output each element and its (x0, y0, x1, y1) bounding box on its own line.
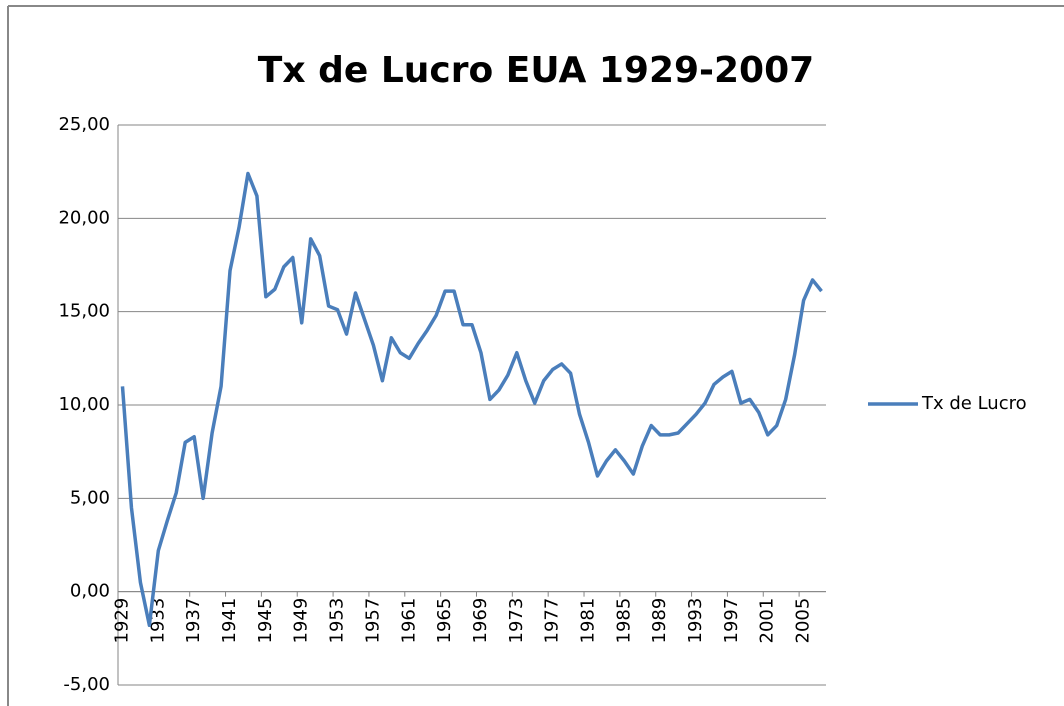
x-tick-label: 1973 (506, 598, 527, 644)
legend-label: Tx de Lucro (921, 393, 1027, 414)
chart-title: Tx de Lucro EUA 1929-2007 (258, 50, 814, 91)
x-tick-label: 1953 (327, 598, 348, 644)
x-tick-label: 1965 (434, 598, 455, 644)
x-tick-label: 2001 (757, 598, 778, 644)
x-tick-label: 1993 (685, 598, 706, 644)
x-tick-label: 1989 (649, 598, 670, 644)
x-tick-label: 1969 (470, 598, 491, 644)
x-tick-label: 1949 (291, 598, 312, 644)
x-tick-label: 1957 (362, 598, 383, 644)
x-tick-label: 1981 (578, 598, 599, 644)
y-tick-label: 0,00 (70, 581, 110, 602)
y-tick-label: -5,00 (63, 674, 110, 695)
x-tick-label: 1941 (219, 598, 240, 644)
x-tick-label: 1997 (721, 598, 742, 644)
y-tick-label: 15,00 (58, 301, 110, 322)
x-tick-label: 1961 (398, 598, 419, 644)
x-tick-label: 1929 (111, 598, 132, 644)
x-tick-label: 1937 (183, 598, 204, 644)
x-tick-label: 1977 (542, 598, 563, 644)
y-tick-label: 10,00 (58, 394, 110, 415)
y-tick-label: 5,00 (70, 487, 110, 508)
x-tick-label: 2005 (793, 598, 814, 644)
y-tick-label: 25,00 (58, 114, 110, 135)
series-line (120, 171, 823, 628)
x-tick-label: 1945 (255, 598, 276, 644)
y-tick-label: 20,00 (58, 207, 110, 228)
x-tick-label: 1985 (613, 598, 634, 644)
